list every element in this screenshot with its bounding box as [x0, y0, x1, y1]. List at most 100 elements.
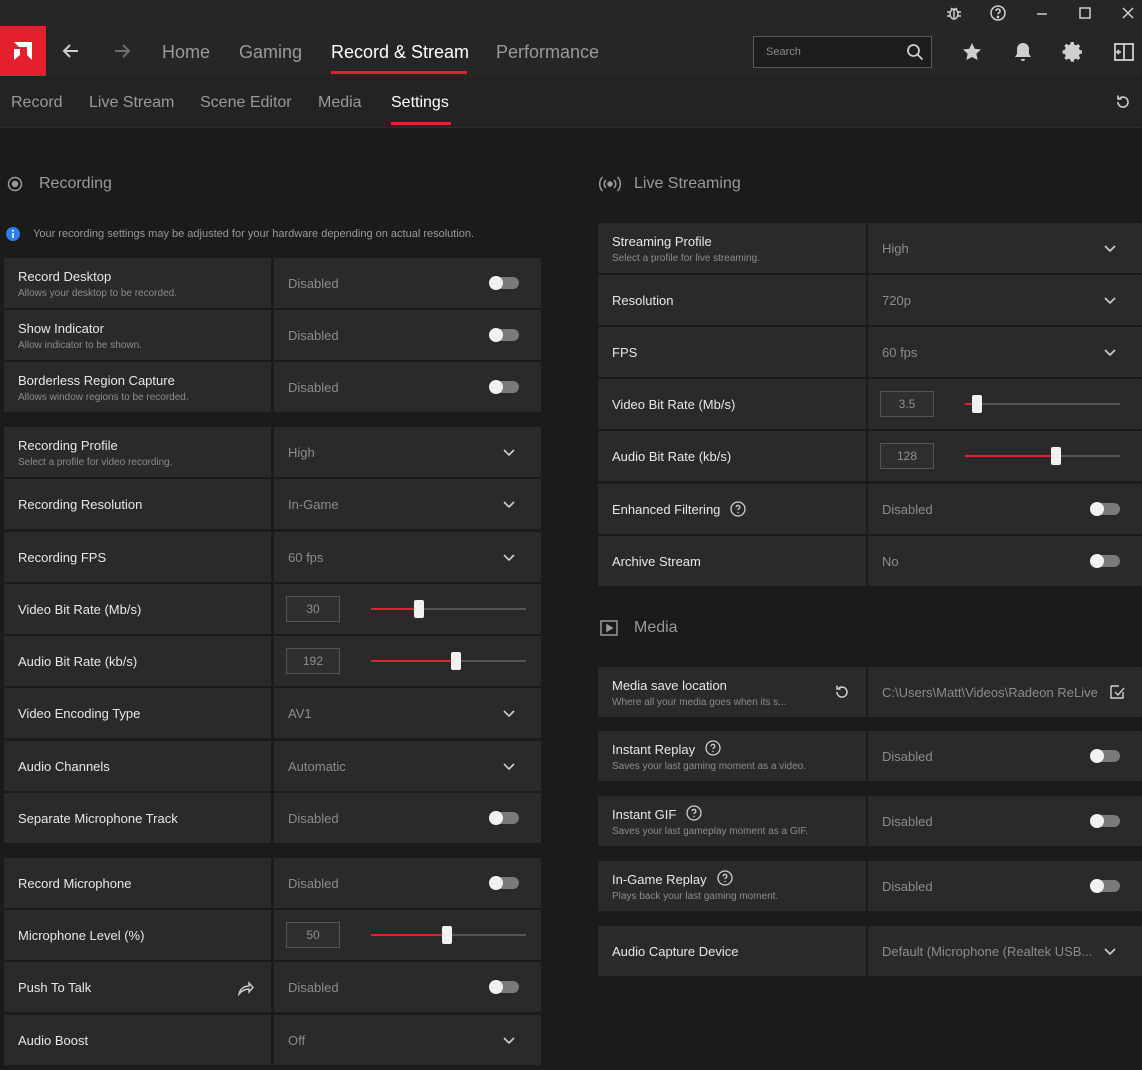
- chevron-down-icon[interactable]: [1102, 292, 1118, 308]
- nav-home[interactable]: Home: [162, 42, 211, 62]
- chevron-down-icon[interactable]: [501, 758, 517, 774]
- recording-row-recording-profile: Recording Profile Select a profile for vi…: [4, 427, 541, 477]
- setting-label-cell: Archive Stream: [598, 536, 866, 586]
- help-question-icon[interactable]: [717, 870, 733, 886]
- setting-label-cell: Push To Talk: [4, 962, 271, 1012]
- close-icon[interactable]: [1118, 3, 1138, 23]
- setting-value-cell[interactable]: Automatic: [274, 741, 541, 791]
- setting-value-cell[interactable]: In-Game: [274, 479, 541, 529]
- help-question-icon[interactable]: [730, 501, 746, 517]
- search-icon[interactable]: [905, 42, 925, 62]
- bug-report-icon[interactable]: [944, 3, 964, 23]
- instant-gif-toggle[interactable]: [1090, 814, 1120, 828]
- enhanced-filtering-toggle[interactable]: [1090, 502, 1120, 516]
- chevron-down-icon[interactable]: [1102, 943, 1118, 959]
- nav-record-and-stream[interactable]: Record & Stream: [331, 42, 470, 62]
- slider-thumb[interactable]: [972, 395, 982, 413]
- notifications-bell-icon[interactable]: [1011, 40, 1035, 64]
- minimize-icon[interactable]: [1032, 3, 1052, 23]
- recording-row-record-microphone: Record Microphone Disabled: [4, 858, 541, 908]
- setting-value-cell: Disabled: [274, 362, 541, 412]
- push-to-talk-toggle[interactable]: [489, 980, 519, 994]
- recording-row-video-encoding-type: Video Encoding Type AV1: [4, 688, 541, 738]
- amd-logo[interactable]: [0, 26, 46, 76]
- setting-value-cell: C:\Users\Matt\Videos\Radeon ReLive: [868, 667, 1142, 717]
- share-arrow-icon[interactable]: [236, 979, 254, 997]
- streaming-row-audio-bit-rate-kb-s: Audio Bit Rate (kb/s) 128: [598, 431, 1142, 481]
- setting-title: Media save location: [612, 678, 727, 693]
- recording-row-record-desktop: Record Desktop Allows your desktop to be …: [4, 258, 541, 308]
- video-bit-rate-mb-s-value-input[interactable]: 3.5: [880, 391, 934, 417]
- archive-stream-toggle[interactable]: [1090, 554, 1120, 568]
- setting-description: Plays back your last gaming moment.: [612, 891, 779, 902]
- chevron-down-icon[interactable]: [501, 549, 517, 565]
- tab-media[interactable]: Media: [318, 94, 362, 111]
- tab-scene-editor[interactable]: Scene Editor: [200, 94, 292, 111]
- setting-title: Instant GIF: [612, 807, 677, 822]
- microphone-level-value-input[interactable]: 50: [286, 922, 340, 948]
- settings-gear-icon[interactable]: [1061, 40, 1085, 64]
- video-bit-rate-mb-s-slider[interactable]: [371, 600, 526, 618]
- setting-value-cell[interactable]: 60 fps: [868, 327, 1142, 377]
- back-arrow-icon[interactable]: [60, 40, 82, 62]
- audio-bit-rate-kb-s-slider[interactable]: [965, 447, 1120, 465]
- chevron-down-icon[interactable]: [501, 1032, 517, 1048]
- record-desktop-toggle[interactable]: [489, 276, 519, 290]
- search-box[interactable]: [753, 36, 932, 68]
- setting-description: Select a profile for live streaming.: [612, 253, 760, 264]
- audio-bit-rate-kb-s-value-input[interactable]: 192: [286, 648, 340, 674]
- sidebar-panel-icon[interactable]: [1112, 40, 1136, 64]
- setting-value-cell[interactable]: Default (Microphone (Realtek USB...: [868, 926, 1142, 976]
- slider-thumb[interactable]: [451, 652, 461, 670]
- browse-folder-icon[interactable]: [1108, 683, 1126, 701]
- recording-record-icon: [5, 174, 25, 194]
- reset-defaults-icon[interactable]: [1114, 93, 1132, 111]
- info-icon: [6, 227, 20, 241]
- setting-label-cell: Video Bit Rate (Mb/s): [598, 379, 866, 429]
- help-question-icon[interactable]: [686, 805, 702, 821]
- microphone-level-slider[interactable]: [371, 926, 526, 944]
- reset-location-icon[interactable]: [833, 683, 851, 701]
- chevron-down-icon[interactable]: [1102, 240, 1118, 256]
- nav-gaming[interactable]: Gaming: [239, 42, 303, 62]
- audio-bit-rate-kb-s-slider[interactable]: [371, 652, 526, 670]
- chevron-down-icon[interactable]: [501, 496, 517, 512]
- setting-label-cell: Resolution: [598, 275, 866, 325]
- slider-thumb[interactable]: [1051, 447, 1061, 465]
- borderless-region-capture-toggle[interactable]: [489, 380, 519, 394]
- slider-thumb[interactable]: [414, 600, 424, 618]
- setting-value-cell[interactable]: Off: [274, 1015, 541, 1065]
- setting-value-cell[interactable]: AV1: [274, 688, 541, 738]
- setting-title: Recording Profile: [18, 438, 118, 453]
- slider-thumb[interactable]: [442, 926, 452, 944]
- setting-value-cell[interactable]: 720p: [868, 275, 1142, 325]
- record-microphone-toggle[interactable]: [489, 876, 519, 890]
- setting-value-cell[interactable]: High: [868, 223, 1142, 273]
- video-bit-rate-mb-s-value-input[interactable]: 30: [286, 596, 340, 622]
- nav-performance[interactable]: Performance: [496, 42, 600, 62]
- video-bit-rate-mb-s-slider[interactable]: [965, 395, 1120, 413]
- help-question-icon[interactable]: [705, 740, 721, 756]
- chevron-down-icon[interactable]: [501, 444, 517, 460]
- favorites-star-icon[interactable]: [960, 40, 984, 64]
- maximize-icon[interactable]: [1075, 3, 1095, 23]
- instant-replay-toggle[interactable]: [1090, 749, 1120, 763]
- help-icon[interactable]: [988, 3, 1008, 23]
- forward-arrow-icon[interactable]: [111, 40, 133, 62]
- recording-row-video-bit-rate-mb-s: Video Bit Rate (Mb/s) 30: [4, 584, 541, 634]
- chevron-down-icon[interactable]: [501, 705, 517, 721]
- setting-value-cell[interactable]: High: [274, 427, 541, 477]
- setting-value-cell[interactable]: 60 fps: [274, 532, 541, 582]
- show-indicator-toggle[interactable]: [489, 328, 519, 342]
- chevron-down-icon[interactable]: [1102, 344, 1118, 360]
- tab-live-stream[interactable]: Live Stream: [89, 94, 175, 111]
- tab-record[interactable]: Record: [11, 94, 63, 111]
- audio-bit-rate-kb-s-value-input[interactable]: 128: [880, 443, 934, 469]
- setting-value: AV1: [288, 706, 312, 721]
- tab-settings[interactable]: Settings: [391, 94, 449, 111]
- search-input[interactable]: [754, 37, 899, 67]
- setting-value-cell: Disabled: [274, 258, 541, 308]
- setting-label-cell: Recording FPS: [4, 532, 271, 582]
- separate-microphone-track-toggle[interactable]: [489, 811, 519, 825]
- in-game-replay-toggle[interactable]: [1090, 879, 1120, 893]
